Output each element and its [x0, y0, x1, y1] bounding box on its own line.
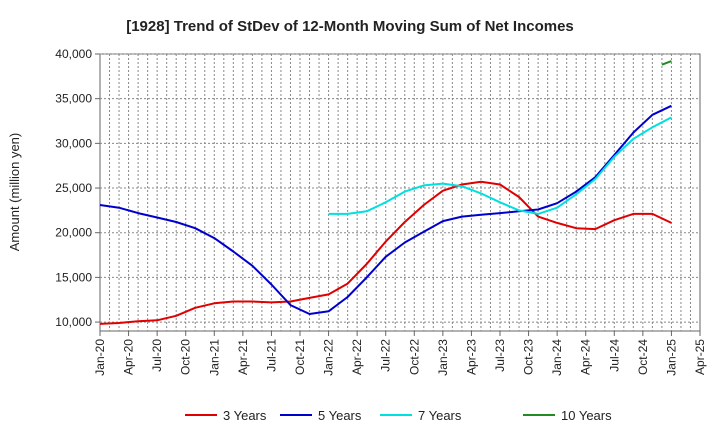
x-tick-label: Jan-24 [550, 339, 564, 376]
x-tick-label: Apr-21 [236, 339, 250, 375]
x-tick-label: Jan-20 [93, 339, 107, 376]
legend-label-7-years: 7 Years [418, 408, 462, 423]
x-tick-label: Oct-22 [407, 339, 421, 375]
legend: 3 Years 5 Years 7 Years 10 Years [185, 408, 612, 423]
x-tick-label: Jul-24 [607, 339, 621, 372]
x-tick-label: Jul-22 [379, 339, 393, 372]
x-tick-label: Jan-25 [664, 339, 678, 376]
x-tick-label: Oct-23 [522, 339, 536, 375]
series-line-7-years [328, 116, 672, 215]
series-line-10-years [661, 60, 672, 66]
series-lines [99, 60, 672, 325]
legend-label-5-years: 5 Years [318, 408, 362, 423]
x-tick-label: Jul-20 [150, 339, 164, 372]
y-tick-label: 10,000 [55, 315, 92, 329]
y-tick-label: 20,000 [55, 226, 92, 240]
x-tick-label: Apr-20 [122, 339, 136, 375]
x-tick-label: Jul-21 [264, 339, 278, 372]
y-tick-label: 35,000 [55, 92, 92, 106]
x-tick-label: Oct-24 [636, 339, 650, 375]
plot-area [99, 53, 701, 332]
x-tick-label: Oct-21 [293, 339, 307, 375]
y-axis-label: Amount (million yen) [7, 133, 22, 252]
x-tick-label: Apr-25 [693, 339, 707, 375]
y-tick-label: 40,000 [55, 47, 92, 61]
y-tick-label: 30,000 [55, 136, 92, 150]
x-tick-label: Jul-23 [493, 339, 507, 372]
chart-title: [1928] Trend of StDev of 12-Month Moving… [126, 18, 574, 35]
y-tick-label: 15,000 [55, 270, 92, 284]
y-axis: 10,000 15,000 20,000 25,000 30,000 35,000 40,0… [55, 47, 100, 329]
x-tick-label: Apr-23 [464, 339, 478, 375]
x-tick-label: Apr-22 [350, 339, 364, 375]
x-tick-label: Apr-24 [579, 339, 593, 375]
series-line-3-years [99, 180, 672, 325]
x-axis: Jan-20 Apr-20 Jul-20 Oct-20 Jan-21 Apr-21 Jul-… [93, 331, 707, 376]
x-tick-label: Jan-21 [207, 339, 221, 376]
y-tick-label: 25,000 [55, 181, 92, 195]
x-tick-label: Jan-22 [322, 339, 336, 376]
x-tick-label: Jan-23 [436, 339, 450, 376]
x-tick-label: Oct-20 [179, 339, 193, 375]
legend-label-3-years: 3 Years [223, 408, 267, 423]
legend-label-10-years: 10 Years [561, 408, 612, 423]
series-line-5-years [99, 104, 672, 315]
grid [100, 53, 700, 331]
